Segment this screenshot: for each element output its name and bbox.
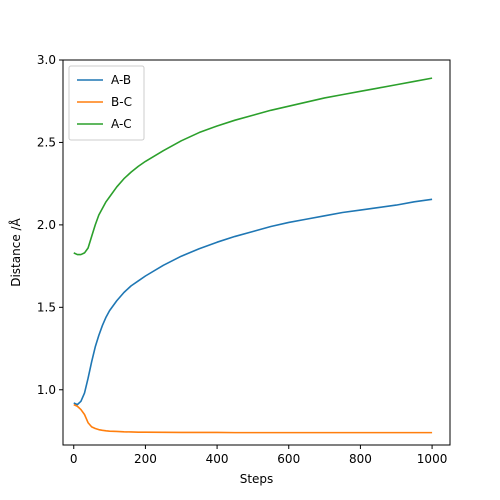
x-tick-label: 800: [349, 452, 372, 466]
legend-label-a-c: A-C: [111, 117, 132, 131]
y-tick-label: 1.5: [37, 300, 56, 314]
y-axis-label: Distance /Å: [8, 217, 23, 286]
series-line-b-c: [73, 403, 433, 434]
legend: A-B B-C A-C: [68, 65, 145, 141]
x-tick-label: 1000: [417, 452, 448, 466]
x-axis: 0 200 400 600 800 1000: [70, 445, 447, 466]
y-tick-label: 3.0: [37, 53, 56, 67]
plot-area: [73, 77, 433, 434]
x-tick-label: 600: [277, 452, 300, 466]
legend-box: [68, 65, 145, 141]
plot-frame: [62, 59, 451, 446]
y-tick-label: 2.0: [37, 218, 56, 232]
series-line-a-b: [73, 198, 433, 406]
legend-label-a-b: A-B: [111, 73, 131, 87]
x-tick-label: 0: [70, 452, 78, 466]
x-tick-label: 200: [134, 452, 157, 466]
legend-label-b-c: B-C: [111, 95, 132, 109]
series-line-a-c: [73, 77, 433, 256]
y-tick-label: 2.5: [37, 135, 56, 149]
x-tick-label: 400: [206, 452, 229, 466]
y-axis: 1.0 1.5 2.0 2.5 3.0: [37, 53, 63, 397]
y-tick-label: 1.0: [37, 383, 56, 397]
x-axis-label: Steps: [240, 472, 274, 486]
